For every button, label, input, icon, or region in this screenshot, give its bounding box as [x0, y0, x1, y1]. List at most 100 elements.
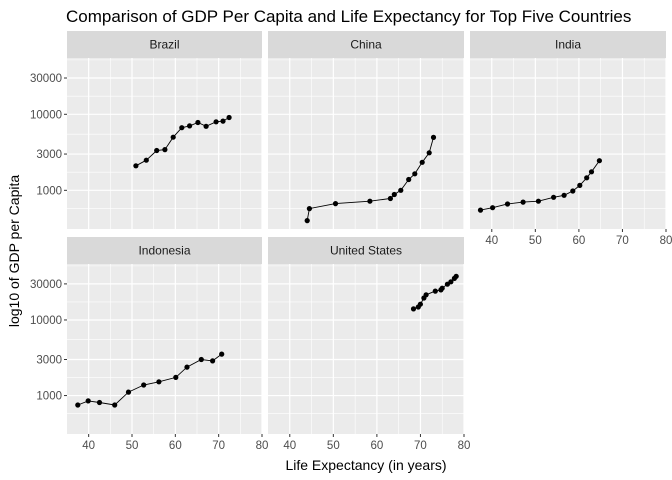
- data-point: [213, 119, 219, 125]
- data-point: [426, 150, 432, 156]
- data-point: [170, 134, 176, 140]
- facet-strip-label: Brazil: [149, 38, 179, 52]
- panel-united-states: United States: [268, 237, 465, 434]
- facet-strip: [67, 31, 262, 58]
- x-axis-title: Life Expectancy (in years): [285, 457, 446, 473]
- data-point: [584, 175, 590, 181]
- data-point: [332, 201, 339, 207]
- y-axis-title: log10 of GDP per Capita: [6, 175, 22, 327]
- data-point: [304, 218, 310, 224]
- data-point: [391, 191, 397, 198]
- facet-strip: [470, 31, 666, 58]
- data-point: [306, 206, 312, 212]
- x-tick-label: 40: [283, 440, 296, 452]
- data-point: [423, 292, 429, 298]
- data-point: [184, 364, 190, 370]
- data-point: [195, 119, 201, 126]
- y-tick-label: 3000: [36, 149, 62, 161]
- data-point: [417, 301, 423, 307]
- panel-background: [268, 58, 464, 229]
- data-point: [406, 176, 412, 183]
- data-point: [561, 192, 567, 198]
- x-tick-label: 50: [529, 235, 542, 247]
- x-tick-label: 50: [126, 440, 139, 452]
- x-tick-label: 80: [256, 440, 269, 452]
- x-tick-label: 60: [572, 235, 585, 247]
- x-tick-label: 60: [169, 440, 182, 452]
- x-tick-label: 40: [82, 440, 95, 452]
- y-tick-label: 3000: [36, 354, 62, 366]
- data-point: [504, 201, 511, 207]
- y-tick-label: 10000: [30, 109, 62, 121]
- y-tick-label: 10000: [30, 315, 62, 327]
- data-point: [187, 123, 193, 129]
- y-tick-label: 30000: [30, 279, 62, 291]
- data-point: [490, 205, 496, 211]
- data-point: [75, 402, 81, 408]
- chart-title: Comparison of GDP Per Capita and Life Ex…: [66, 7, 631, 26]
- data-point: [173, 374, 179, 380]
- data-point: [551, 194, 557, 200]
- panel-brazil: Brazil: [67, 31, 263, 229]
- data-point: [432, 288, 438, 294]
- data-point: [198, 356, 204, 363]
- data-point: [430, 134, 437, 140]
- data-point: [439, 285, 445, 291]
- axes-layer: 40 50 60 70 80 40 50 60 70 80 40 50 60 70 80 1000 3000 10…: [30, 73, 672, 452]
- data-point: [219, 351, 225, 357]
- data-point: [448, 279, 454, 285]
- x-tick-label: 50: [327, 440, 340, 452]
- panel-india: India: [470, 31, 667, 229]
- panel-background: [67, 58, 262, 229]
- data-point: [96, 399, 103, 406]
- x-tick-label: 80: [660, 235, 672, 247]
- data-point: [410, 306, 417, 312]
- data-point: [477, 207, 484, 213]
- x-tick-label: 70: [414, 440, 427, 452]
- panel-background: [67, 264, 262, 434]
- panel-background: [470, 58, 666, 229]
- data-point: [220, 118, 226, 124]
- facet-strip: [268, 31, 464, 58]
- y-tick-label: 30000: [30, 73, 62, 85]
- data-point: [141, 382, 147, 388]
- facet-strip-label: China: [350, 38, 382, 52]
- data-point: [85, 398, 91, 404]
- data-point: [453, 273, 459, 279]
- x-tick-label: 80: [458, 440, 471, 452]
- data-point: [179, 125, 185, 131]
- data-point: [203, 123, 209, 129]
- data-point: [154, 147, 160, 154]
- facet-strip: [67, 237, 262, 264]
- data-point: [387, 195, 393, 202]
- panel-indonesia: Indonesia: [67, 237, 263, 434]
- facet-strip-label: India: [555, 38, 581, 52]
- data-point: [520, 199, 526, 205]
- x-tick-label: 40: [485, 235, 498, 247]
- data-point: [419, 159, 425, 165]
- data-point: [398, 187, 404, 193]
- data-point: [596, 158, 603, 164]
- facet-strip-label: Indonesia: [138, 244, 190, 258]
- x-tick-label: 70: [212, 440, 225, 452]
- facet-strip-label: United States: [330, 244, 402, 258]
- data-point: [112, 402, 118, 408]
- data-point: [133, 163, 139, 169]
- data-point: [588, 169, 595, 175]
- y-tick-label: 1000: [36, 391, 62, 403]
- data-point: [210, 358, 216, 364]
- data-point: [162, 147, 168, 153]
- panels-layer: Brazil China India Indonesia United States: [67, 31, 667, 434]
- data-point: [156, 379, 162, 385]
- data-point: [577, 182, 583, 188]
- data-point: [125, 389, 132, 395]
- x-tick-label: 60: [370, 440, 383, 452]
- facet-strip: [268, 237, 464, 264]
- data-point: [367, 198, 373, 204]
- data-point: [226, 114, 232, 121]
- y-tick-label: 1000: [36, 185, 62, 197]
- x-tick-label: 70: [616, 235, 629, 247]
- data-point: [535, 198, 542, 204]
- data-point: [412, 171, 418, 177]
